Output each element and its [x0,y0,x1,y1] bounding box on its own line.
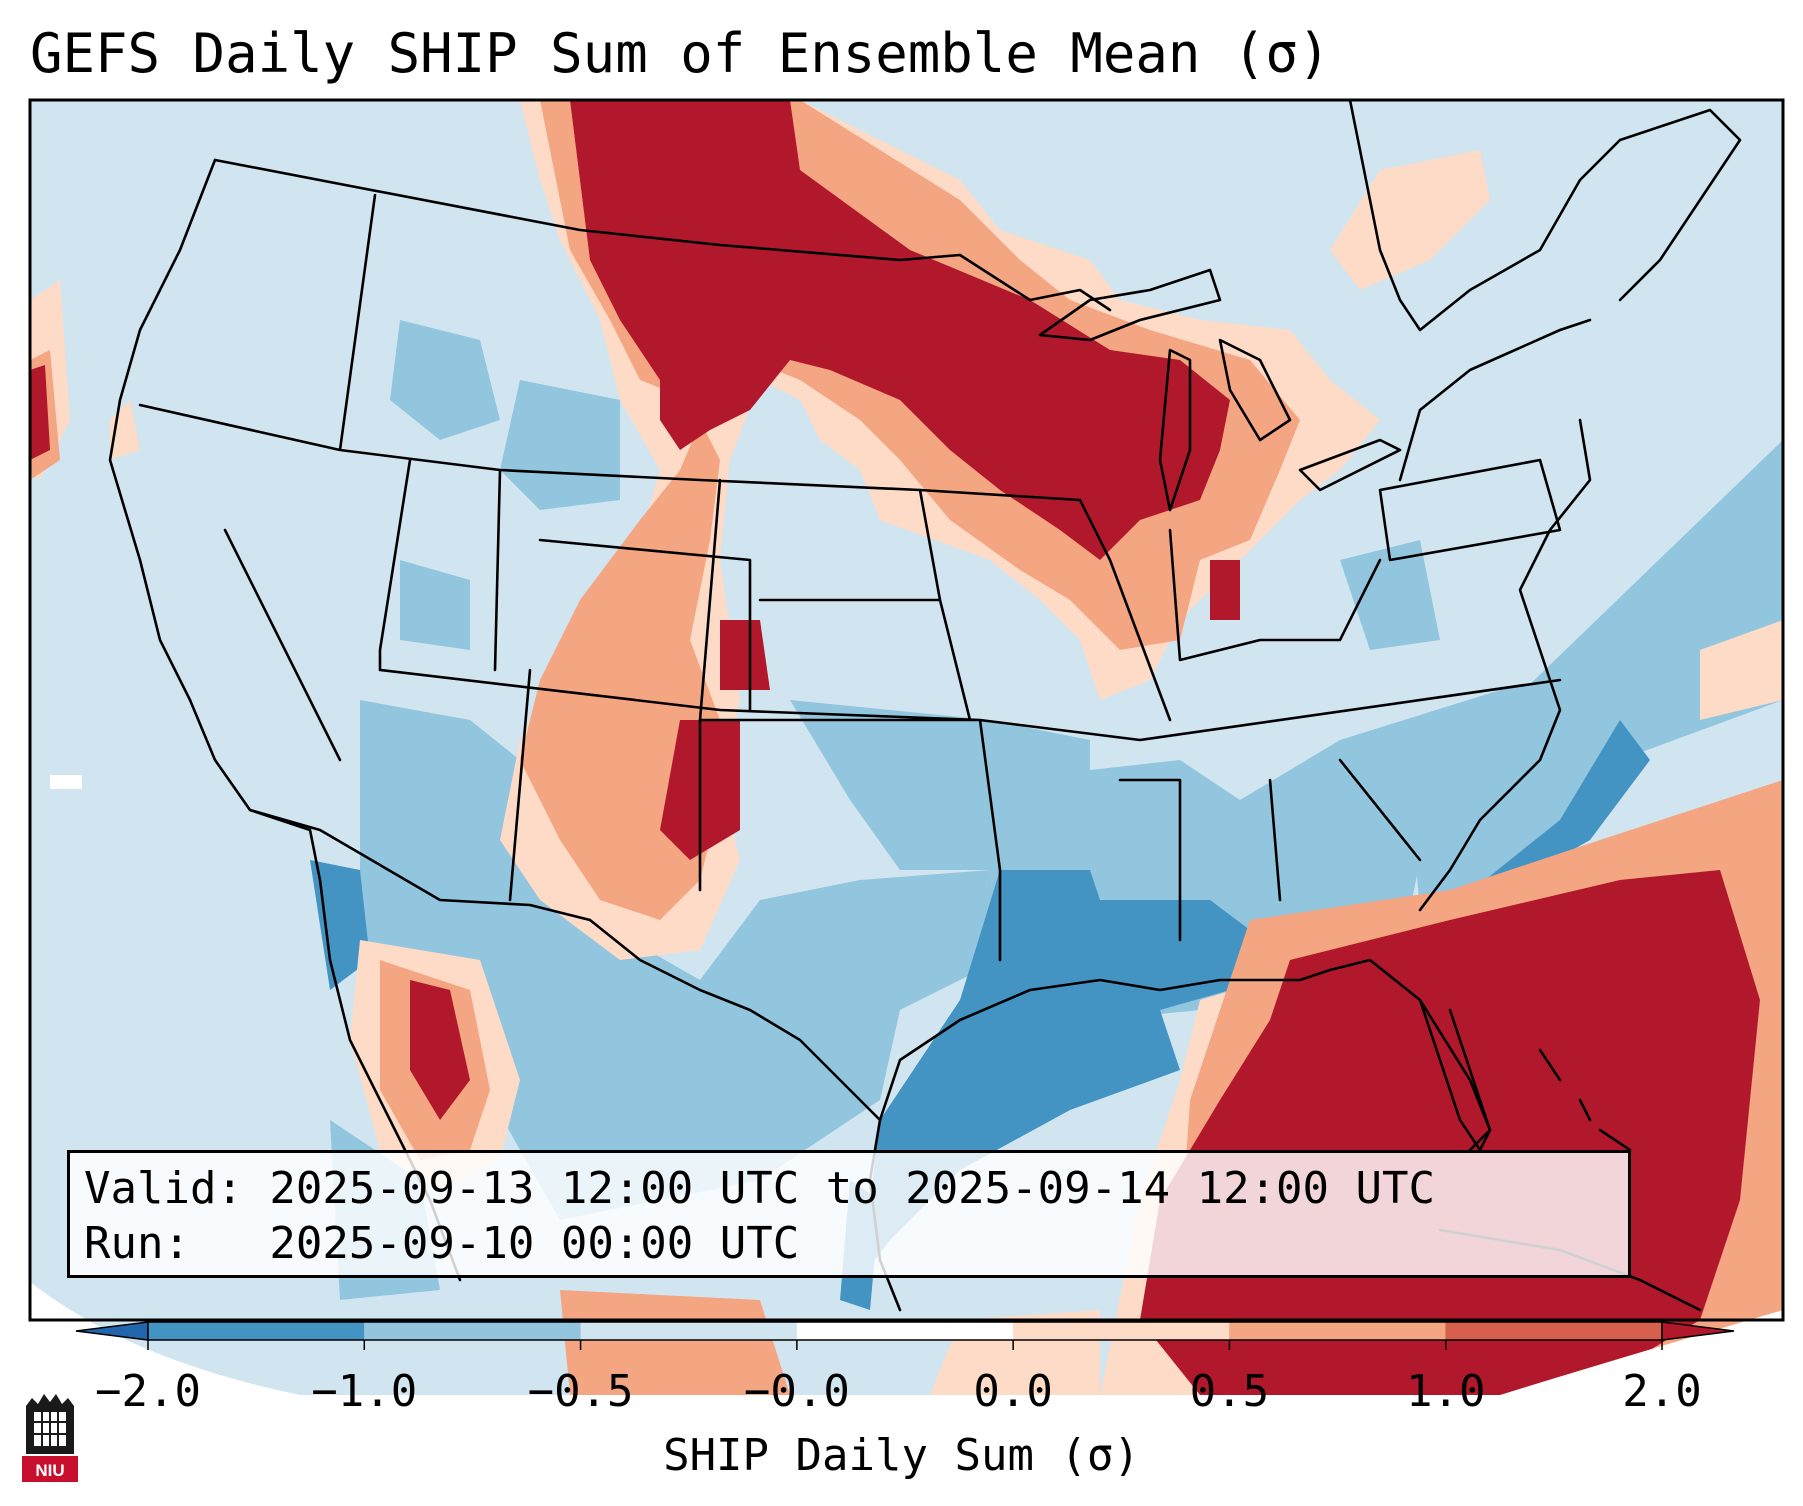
university-logo-icon: NIU [22,1394,78,1482]
colorbar-tick-label: 2.0 [1622,1366,1702,1417]
state-lines [138,193,1562,962]
border-us-canada-east [1398,318,1592,482]
lake-superior [1038,268,1222,342]
colorbar-segment [1229,1322,1446,1340]
colorbar-tick-label: 0.5 [1189,1366,1270,1417]
valid-time-line: Valid: 2025-09-13 12:00 UTC to 2025-09-1… [84,1163,1436,1214]
colorbar-segment [148,1322,365,1340]
chart-title: GEFS Daily SHIP Sum of Ensemble Mean (σ) [30,22,1331,85]
border-us-canada [213,158,1112,312]
lake-huron [1218,338,1292,442]
colorbar-segment [1013,1322,1230,1340]
colorbar [75,1321,1735,1350]
niu-logo: NIU [22,1392,78,1488]
coastline-gulf [878,958,1492,1152]
lake-michigan [1158,348,1192,512]
coastline-pacific [108,158,462,1282]
logo-text: NIU [35,1461,64,1480]
colorbar-tick-label: 1.0 [1405,1366,1486,1417]
coastline-atlantic [1418,418,1592,912]
lake-erie [1298,438,1402,492]
bahamas [1538,1048,1632,1152]
colorbar-segment [364,1322,581,1340]
colorbar-tick-label: 0.0 [973,1366,1053,1417]
border-us-mexico [248,808,882,1122]
colorbar-tick-label: −0.0 [743,1366,850,1417]
colorbar-outline [147,1321,1663,1341]
field-white-spot [50,775,82,789]
canada-lines [1348,98,1742,332]
colorbar-tick-label: −2.0 [95,1366,201,1417]
valid-run-info-box: Valid: 2025-09-13 12:00 UTC to 2025-09-1… [67,1150,1631,1278]
map-frame-outline [28,98,1785,1322]
colorbar-tick-label: −0.5 [527,1366,634,1417]
colorbar-segment [580,1322,797,1340]
run-time-line: Run: 2025-09-10 00:00 UTC [84,1218,800,1269]
colorbar-segment [1445,1322,1662,1340]
colorbar-label: SHIP Daily Sum (σ) [663,1430,1140,1481]
colorbar-tick-label: −1.0 [311,1366,418,1417]
colorbar-segment [796,1322,1014,1340]
